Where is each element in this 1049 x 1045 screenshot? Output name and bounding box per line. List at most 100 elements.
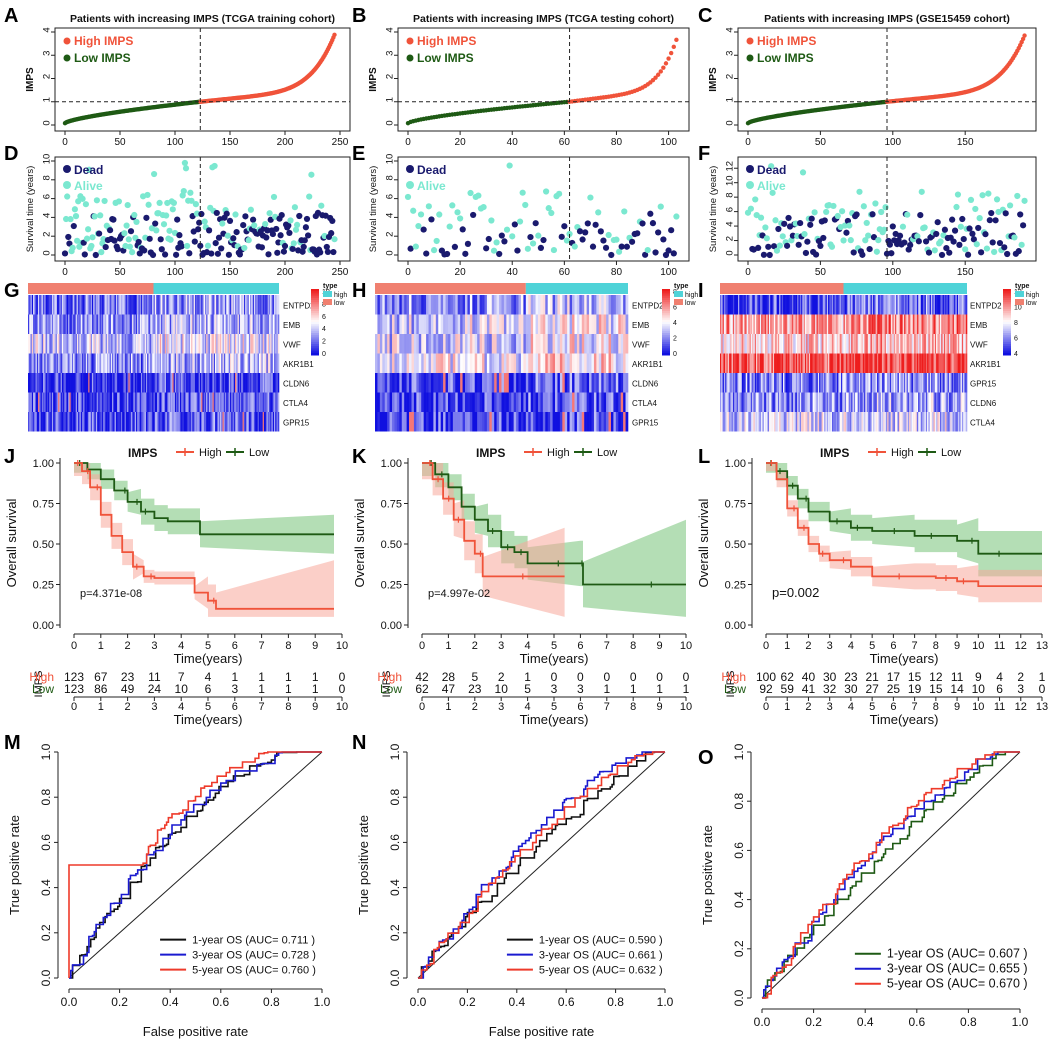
heat-cell bbox=[220, 412, 222, 432]
heat-cell bbox=[828, 314, 830, 334]
risk-count: 0 bbox=[339, 682, 346, 696]
heat-cell bbox=[74, 353, 76, 373]
heat-cell bbox=[482, 314, 485, 334]
heat-cell bbox=[857, 295, 860, 315]
heat-cell bbox=[38, 295, 40, 315]
heat-cell bbox=[824, 392, 826, 412]
heat-cell bbox=[739, 412, 741, 432]
heat-cell bbox=[520, 334, 524, 354]
dead-point bbox=[628, 238, 636, 245]
heat-cell bbox=[86, 373, 89, 393]
heat-cell bbox=[574, 295, 578, 315]
heat-cell bbox=[574, 334, 578, 354]
heat-cell bbox=[856, 353, 858, 373]
heat-cell bbox=[849, 334, 852, 354]
heat-cell bbox=[243, 392, 246, 412]
heat-cell bbox=[41, 373, 44, 393]
scale-step bbox=[662, 328, 670, 332]
heat-cell bbox=[821, 412, 824, 432]
heat-cell bbox=[53, 314, 55, 334]
heat-cell bbox=[377, 412, 381, 432]
heat-cell bbox=[237, 392, 240, 412]
heat-cell bbox=[125, 392, 128, 412]
heat-cell bbox=[898, 412, 901, 432]
heat-cell bbox=[804, 353, 807, 373]
heat-cell bbox=[272, 373, 275, 393]
heat-cell bbox=[598, 314, 602, 334]
heat-cell bbox=[957, 412, 960, 432]
heat-cell bbox=[727, 373, 730, 393]
heat-cell bbox=[807, 353, 810, 373]
heat-cell bbox=[869, 334, 871, 354]
heat-cell bbox=[957, 295, 960, 315]
heat-cell bbox=[80, 373, 83, 393]
heat-cell bbox=[258, 334, 261, 354]
heat-cell bbox=[610, 334, 614, 354]
alive-point bbox=[166, 227, 173, 234]
dead-point bbox=[889, 223, 896, 230]
heat-cell bbox=[892, 353, 894, 373]
gene-label: ENTPD2 bbox=[283, 301, 315, 310]
heat-cell bbox=[171, 334, 173, 354]
heat-cell bbox=[222, 295, 225, 315]
alive-point bbox=[856, 188, 863, 195]
heat-cell bbox=[133, 412, 135, 432]
heat-cell bbox=[848, 412, 851, 432]
heat-cell bbox=[418, 295, 422, 315]
heat-cell bbox=[220, 334, 222, 354]
dead-point bbox=[602, 244, 610, 251]
heat-cell bbox=[222, 373, 225, 393]
heat-cell bbox=[825, 392, 828, 412]
heat-cell bbox=[496, 392, 500, 412]
heat-cell bbox=[555, 353, 558, 373]
dead-point bbox=[223, 210, 230, 217]
heat-cell bbox=[392, 392, 395, 412]
heat-cell bbox=[31, 353, 34, 373]
heat-cell bbox=[766, 392, 768, 412]
heat-cell bbox=[176, 353, 178, 373]
heat-cell bbox=[900, 334, 902, 354]
heat-cell bbox=[933, 334, 936, 354]
heat-cell bbox=[720, 295, 722, 315]
heat-cell bbox=[625, 392, 629, 412]
heat-cell bbox=[489, 314, 493, 334]
y-axis-label: IMPS bbox=[708, 67, 719, 92]
heat-cell bbox=[878, 295, 880, 315]
heat-cell bbox=[726, 314, 729, 334]
heat-cell bbox=[518, 412, 522, 432]
heat-cell bbox=[837, 412, 839, 432]
heat-cell bbox=[54, 334, 56, 354]
alive-point bbox=[535, 232, 542, 239]
heat-cell bbox=[164, 412, 167, 432]
heat-cell bbox=[794, 314, 797, 334]
risk-count: 1 bbox=[258, 682, 265, 696]
heat-cell bbox=[722, 353, 725, 373]
heat-cell bbox=[450, 392, 454, 412]
heat-cell bbox=[923, 353, 925, 373]
heat-cell bbox=[122, 314, 124, 334]
dead-point bbox=[925, 249, 933, 256]
heat-cell bbox=[799, 334, 802, 354]
heat-cell bbox=[810, 295, 812, 315]
heat-cell bbox=[743, 314, 745, 334]
heat-cell bbox=[542, 295, 546, 315]
heat-cell bbox=[123, 353, 125, 373]
heat-cell bbox=[893, 412, 896, 432]
heat-cell bbox=[30, 334, 33, 354]
heat-cell bbox=[168, 412, 171, 432]
heat-cell bbox=[785, 334, 788, 354]
alive-point bbox=[953, 203, 960, 211]
heat-cell bbox=[108, 412, 110, 432]
heat-cell bbox=[460, 295, 463, 315]
heat-cell bbox=[187, 353, 189, 373]
heat-cell bbox=[920, 295, 923, 315]
heat-cell bbox=[559, 373, 563, 393]
heat-cell bbox=[867, 314, 870, 334]
dead-point bbox=[989, 239, 996, 246]
heat-cell bbox=[767, 412, 770, 432]
heat-cell bbox=[212, 334, 215, 354]
heat-cell bbox=[830, 353, 833, 373]
risk-x-tick-label: 2 bbox=[125, 701, 131, 713]
heat-cell bbox=[253, 373, 256, 393]
heat-cell bbox=[148, 373, 151, 393]
